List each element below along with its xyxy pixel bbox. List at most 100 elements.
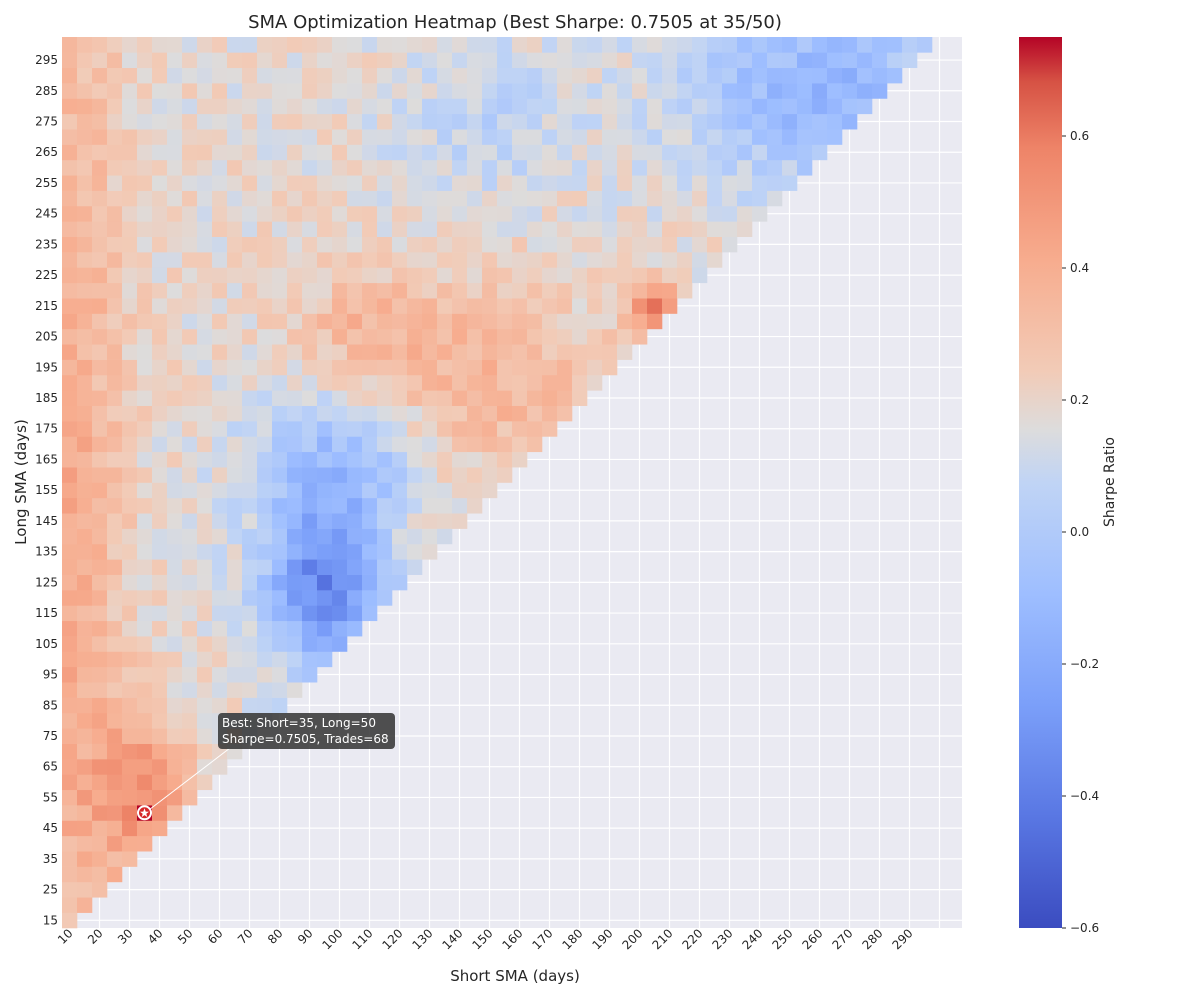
heatmap-cell: [122, 712, 138, 729]
heatmap-cell: [332, 159, 348, 176]
heatmap-cell: [662, 159, 678, 176]
heatmap-cell: [167, 789, 183, 806]
heatmap-cell: [602, 313, 618, 330]
heatmap-cell: [602, 37, 618, 53]
heatmap-cell: [107, 789, 123, 806]
heatmap-cell: [392, 52, 408, 69]
heatmap-cell: [287, 574, 303, 591]
heatmap-cell: [92, 743, 108, 760]
heatmap-cell: [137, 313, 153, 330]
heatmap-cell: [632, 205, 648, 222]
heatmap-cell: [422, 359, 438, 376]
heatmap-cell: [137, 113, 153, 130]
heatmap-cell: [182, 144, 198, 161]
heatmap-cell: [212, 421, 228, 437]
heatmap-cell: [392, 497, 408, 514]
heatmap-cell: [92, 835, 108, 852]
heatmap-cell: [707, 144, 723, 161]
heatmap-cell: [197, 282, 213, 299]
heatmap-cell: [482, 390, 498, 406]
heatmap-cell: [377, 482, 393, 499]
heatmap-cell: [77, 390, 93, 406]
heatmap-cell: [62, 697, 78, 714]
heatmap-cell: [317, 67, 333, 84]
heatmap-cell: [437, 344, 453, 360]
heatmap-cell: [347, 390, 363, 406]
heatmap-cell: [242, 175, 258, 191]
heatmap-cell: [302, 129, 318, 145]
heatmap-cell: [197, 221, 213, 237]
heatmap-cell: [467, 205, 483, 222]
heatmap-cell: [317, 636, 333, 652]
heatmap-cell: [287, 144, 303, 161]
heatmap-cell: [62, 620, 78, 637]
heatmap-cell: [422, 37, 438, 53]
heatmap-cell: [242, 344, 258, 360]
heatmap-cell: [167, 759, 183, 775]
heatmap-cell: [62, 789, 78, 806]
heatmap-cell: [887, 37, 903, 53]
heatmap-cell: [167, 482, 183, 499]
heatmap-cell: [182, 98, 198, 115]
heatmap-cell: [122, 636, 138, 652]
heatmap-cell: [572, 313, 588, 330]
heatmap-cell: [632, 144, 648, 161]
heatmap-cell: [662, 267, 678, 284]
heatmap-cell: [167, 543, 183, 560]
heatmap-cell: [602, 159, 618, 176]
heatmap-cell: [137, 205, 153, 222]
heatmap-cell: [392, 159, 408, 176]
heatmap-cell: [512, 359, 528, 376]
heatmap-cell: [242, 83, 258, 99]
heatmap-cell: [497, 374, 513, 391]
heatmap-cell: [362, 313, 378, 330]
heatmap-cell: [377, 513, 393, 529]
heatmap-cell: [407, 374, 423, 391]
heatmap-cell: [122, 374, 138, 391]
heatmap-cell: [197, 774, 213, 791]
heatmap-cell: [437, 267, 453, 284]
heatmap-cell: [317, 37, 333, 53]
heatmap-cell: [557, 113, 573, 130]
heatmap-cell: [107, 851, 123, 867]
heatmap-cell: [152, 98, 168, 115]
heatmap-cell: [587, 374, 603, 391]
heatmap-cell: [557, 159, 573, 176]
heatmap-cell: [317, 144, 333, 161]
heatmap-cell: [632, 52, 648, 69]
heatmap-cell: [707, 52, 723, 69]
heatmap-cell: [257, 390, 273, 406]
heatmap-cell: [77, 374, 93, 391]
heatmap-cell: [62, 881, 78, 898]
heatmap-cell: [572, 221, 588, 237]
heatmap-cell: [347, 559, 363, 575]
heatmap-cell: [422, 67, 438, 84]
heatmap-cell: [572, 282, 588, 299]
heatmap-cell: [227, 390, 243, 406]
y-tick-label: 45: [43, 821, 58, 835]
heatmap-cell: [287, 451, 303, 468]
heatmap-cell: [287, 359, 303, 376]
heatmap-cell: [152, 482, 168, 499]
heatmap-cell: [602, 205, 618, 222]
heatmap-cell: [332, 590, 348, 606]
heatmap-cell: [617, 159, 633, 176]
heatmap-cell: [857, 37, 873, 53]
heatmap-cell: [782, 67, 798, 84]
heatmap-cell: [77, 881, 93, 898]
heatmap-cell: [257, 159, 273, 176]
heatmap-cell: [272, 359, 288, 376]
heatmap-cell: [137, 344, 153, 360]
heatmap-cell: [677, 252, 693, 268]
heatmap-cell: [77, 666, 93, 683]
heatmap-cell: [452, 252, 468, 268]
heatmap-cell: [122, 451, 138, 468]
heatmap-cell: [242, 359, 258, 376]
x-tick-label: 90: [295, 926, 316, 947]
heatmap-cell: [887, 67, 903, 84]
heatmap-cell: [182, 774, 198, 791]
heatmap-cell: [722, 52, 738, 69]
heatmap-cell: [122, 405, 138, 422]
heatmap-cell: [587, 52, 603, 69]
heatmap-cell: [122, 497, 138, 514]
